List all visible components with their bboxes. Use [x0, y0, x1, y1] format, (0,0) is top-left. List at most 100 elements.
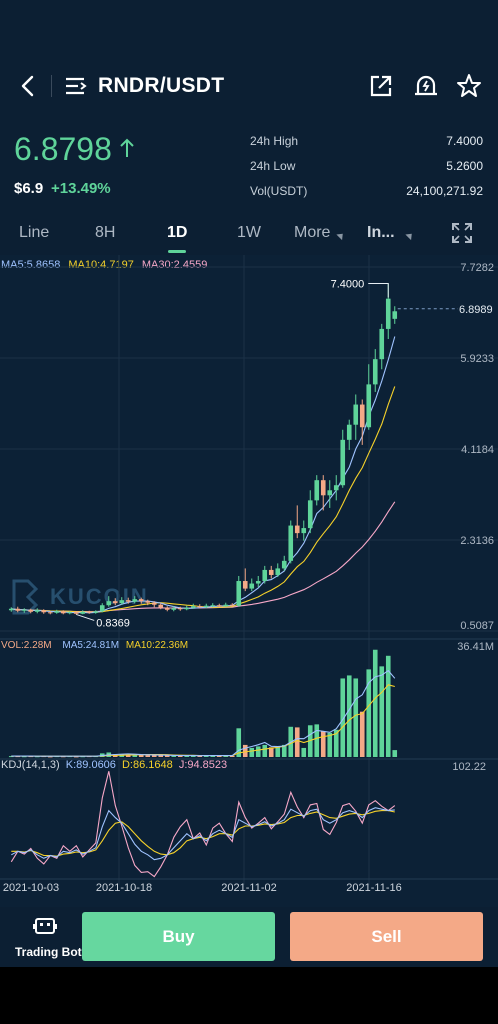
candle-down — [294, 525, 300, 534]
fullscreen-icon[interactable] — [451, 222, 473, 244]
candle-down — [268, 569, 274, 575]
candle-up — [249, 583, 255, 589]
candle-up — [314, 480, 320, 501]
low-label: 0.8369 — [96, 617, 130, 629]
candle-up — [184, 607, 190, 610]
volume-bar — [125, 754, 131, 757]
main-ma-legend: MA5:5.8658 MA10:4.7197 MA30:2.4559 — [1, 259, 207, 271]
volume-bar — [132, 754, 138, 757]
date-label: 2021-10-18 — [96, 882, 152, 894]
volume-bar — [216, 755, 222, 757]
candle-down — [151, 602, 157, 605]
candle-down — [112, 601, 118, 604]
more-dropdown-icon — [336, 230, 346, 241]
up-arrow-icon — [118, 136, 136, 165]
price-axis-label: 7.7282 — [460, 262, 494, 274]
candle-up — [67, 612, 73, 614]
candle-down — [125, 600, 131, 602]
volume-bar — [307, 725, 313, 757]
kucoin-logo: KUCOIN — [12, 579, 147, 615]
kline-chart[interactable]: KUCOIN 6.8989 7.4000 0.8369 7.7282 5.9233 4.1… — [0, 255, 498, 907]
candle-up — [119, 600, 125, 604]
stat-label-low: 24h Low — [250, 159, 296, 173]
stat-label-high: 24h High — [250, 134, 299, 148]
date-label: 2021-11-02 — [221, 882, 276, 894]
volume-bar — [249, 747, 255, 757]
nav-divider — [51, 75, 52, 97]
share-icon[interactable] — [369, 74, 393, 98]
volume-bar — [392, 750, 398, 757]
volume-bar — [281, 744, 287, 757]
candle-up — [301, 528, 307, 534]
trading-bot-icon[interactable] — [33, 914, 57, 938]
volume-bar — [242, 744, 248, 757]
volume-bar — [138, 754, 144, 757]
candle-up — [99, 605, 105, 612]
candle-down — [60, 611, 66, 614]
tab-more[interactable]: More — [294, 224, 331, 241]
candle-up — [80, 611, 86, 614]
buy-button[interactable]: Buy — [82, 912, 275, 961]
volume-bar — [47, 756, 53, 758]
volume-bar — [8, 756, 14, 758]
vol-label: VOL:2.28M — [1, 640, 52, 651]
volume-bar — [184, 755, 190, 757]
tab-1d[interactable]: 1D — [167, 224, 188, 241]
kdj-d-line — [11, 810, 395, 857]
volume-bar — [275, 746, 281, 757]
volume-bar — [301, 747, 307, 757]
tab-1w[interactable]: 1W — [237, 224, 261, 241]
chart-area[interactable] — [0, 255, 498, 907]
volume-bar — [223, 755, 229, 757]
star-icon[interactable] — [456, 73, 482, 99]
alert-bell-icon[interactable] — [413, 73, 439, 99]
candle-down — [158, 604, 164, 608]
back-arrow-icon[interactable] — [18, 74, 40, 98]
pair-title[interactable]: RNDR/USDT — [98, 74, 225, 97]
candle-up — [353, 404, 359, 425]
candle-down — [86, 611, 92, 613]
candle-up — [281, 560, 287, 569]
candle-down — [41, 610, 47, 613]
volume-bar — [366, 669, 372, 757]
tab-indicators[interactable]: In... — [367, 224, 395, 241]
kdj-j-line — [10, 771, 396, 878]
candle-up — [34, 610, 40, 612]
sell-button[interactable]: Sell — [290, 912, 483, 961]
candle-up — [21, 609, 27, 611]
volume-bar — [385, 655, 391, 757]
volume-bar — [236, 728, 242, 757]
kdj-lines — [10, 771, 396, 878]
stat-value-vol: 24,100,271.92 — [406, 184, 483, 198]
candle-up — [171, 608, 177, 610]
candle-down — [145, 601, 151, 603]
chart-grid — [0, 255, 498, 885]
candle-down — [138, 599, 144, 602]
menu-list-icon[interactable] — [64, 76, 90, 96]
ma10-label: MA10:4.7197 — [68, 259, 134, 271]
candle-up — [340, 439, 346, 486]
volume-bar — [320, 731, 326, 757]
kdj-k-line — [11, 807, 395, 861]
tab-line[interactable]: Line — [19, 224, 50, 241]
kdj-axis-label: 102.22 — [452, 761, 486, 773]
candle-down — [15, 608, 21, 611]
ma-lines — [11, 336, 396, 614]
candle-up — [262, 569, 268, 582]
volume-bar — [73, 756, 79, 758]
indicators-dropdown-icon — [405, 230, 415, 241]
volume-bar — [262, 744, 268, 757]
trading-bot-label[interactable]: Trading Bot — [15, 945, 82, 959]
volume-bar — [151, 755, 157, 757]
kdj-legend: KDJ(14,1,3) K:89.0606 D:86.1648 J:94.852… — [1, 759, 227, 771]
candle-down — [216, 605, 222, 607]
candle-up — [346, 424, 352, 440]
candle-down — [197, 606, 203, 608]
volume-bar — [177, 755, 183, 757]
low-marker — [76, 613, 95, 621]
price-axis-label: 0.5087 — [460, 620, 494, 632]
date-label: 2021-11-16 — [346, 882, 401, 894]
active-tab-indicator — [168, 250, 186, 253]
candle-up — [385, 298, 391, 329]
tab-8h[interactable]: 8H — [95, 224, 116, 241]
